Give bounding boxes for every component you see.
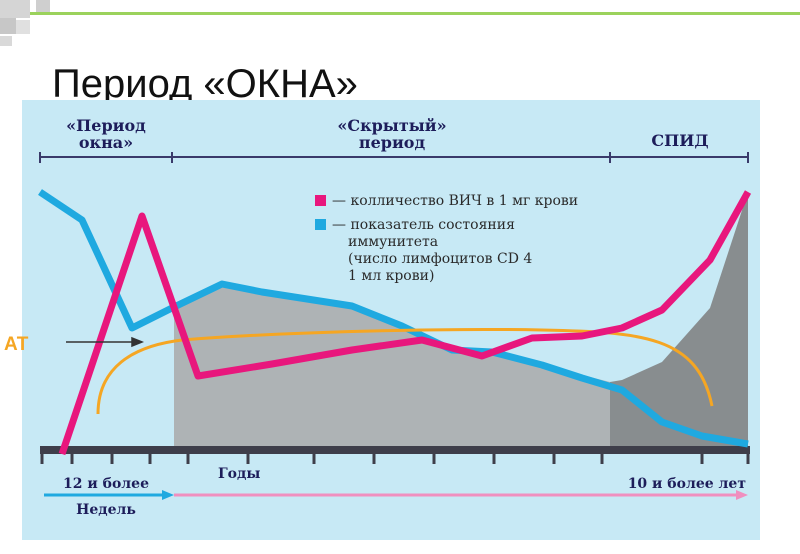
- legend-immunity-line2: иммунитета: [348, 234, 438, 250]
- legend-hiv-text: — колличество ВИЧ в 1 мг крови: [332, 193, 578, 209]
- years-arrowhead: [736, 490, 748, 500]
- legend-immunity-line3: (число лимфоцитов CD 4: [348, 251, 532, 267]
- aids-grey-area: [610, 192, 748, 448]
- antibodies-curve: [96, 327, 714, 415]
- weeks-arrowhead: [162, 490, 174, 500]
- period-aids-label: СПИД: [651, 131, 708, 150]
- period-brackets: [39, 152, 749, 163]
- at-arrow: [66, 336, 145, 348]
- years-label: Годы: [218, 466, 260, 482]
- legend-hiv-swatch: [315, 195, 326, 206]
- period-labels: «Период окна» «Скрытый» период СПИД: [66, 116, 708, 152]
- timeline-ticks: [40, 454, 750, 464]
- period-window-label-1: «Период: [66, 116, 146, 135]
- legend-immunity-swatch: [315, 219, 326, 230]
- latent-grey-area: [174, 282, 610, 448]
- years-end-label: 10 и более лет: [628, 476, 747, 492]
- corner-decoration: [0, 0, 800, 46]
- period-window-label-2: окна»: [79, 133, 133, 152]
- hiv-progression-diagram: «Период окна» «Скрытый» период СПИД: [22, 100, 760, 540]
- period-latent-label-2: период: [359, 133, 426, 152]
- slide-title: Период «ОКНА»: [52, 62, 358, 104]
- legend-immunity-line1: — показатель состояния: [332, 217, 515, 233]
- weeks-top-label: 12 и более: [63, 476, 149, 492]
- antibodies-label: АТ: [4, 334, 29, 355]
- period-latent-label-1: «Скрытый»: [337, 116, 446, 135]
- legend: — колличество ВИЧ в 1 мг крови — показат…: [315, 193, 578, 284]
- time-axis: 12 и более Годы 10 и более лет Недель: [44, 466, 748, 518]
- hiv-curve: [58, 190, 752, 456]
- timeline-bar: [40, 446, 750, 454]
- legend-immunity-line4: 1 мл крови): [348, 268, 434, 284]
- weeks-bottom-label: Недель: [76, 502, 136, 518]
